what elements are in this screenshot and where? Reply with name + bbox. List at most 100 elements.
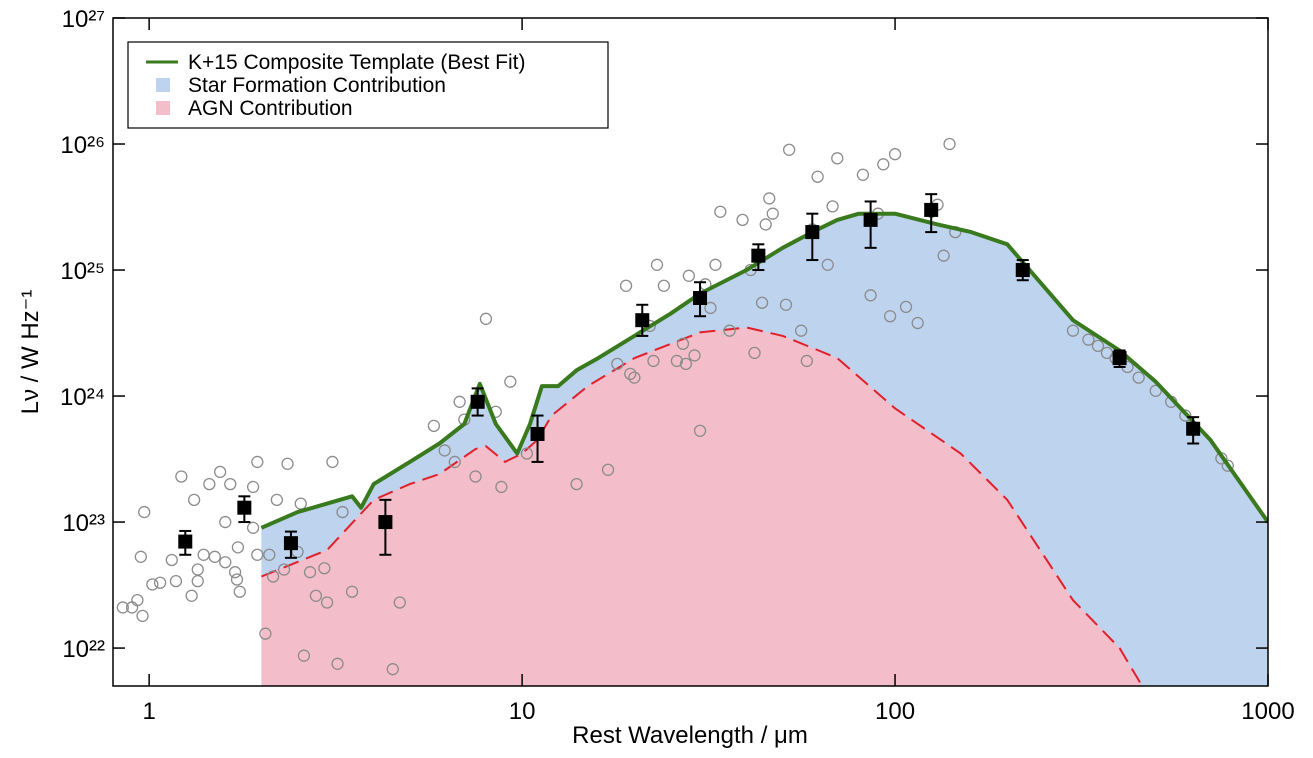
data-point bbox=[191, 574, 204, 588]
data-point bbox=[138, 505, 151, 519]
x-tick-label: 1 bbox=[142, 698, 155, 725]
data-point bbox=[688, 349, 701, 362]
x-tick-label: 100 bbox=[875, 698, 915, 725]
data-point bbox=[888, 148, 902, 161]
data-point bbox=[1132, 371, 1145, 384]
data-point bbox=[318, 562, 331, 575]
data-point bbox=[899, 300, 913, 314]
data-point bbox=[297, 649, 311, 662]
data-point bbox=[679, 357, 693, 371]
data-point bbox=[693, 424, 707, 437]
data-point bbox=[877, 158, 890, 171]
data-point bbox=[281, 457, 294, 470]
y-tick-label: 10²³ bbox=[62, 510, 105, 537]
y-tick-label: 10²⁶ bbox=[60, 132, 105, 159]
data-point bbox=[393, 596, 406, 609]
data-point bbox=[233, 585, 246, 598]
data-square bbox=[283, 536, 298, 551]
data-point bbox=[831, 152, 844, 165]
data-point bbox=[213, 465, 227, 479]
data-point bbox=[864, 289, 877, 302]
x-axis-label: Rest Wavelength / μm bbox=[572, 722, 808, 749]
data-point bbox=[326, 455, 339, 469]
data-point bbox=[714, 205, 727, 218]
data-point bbox=[320, 596, 334, 609]
agn-line bbox=[261, 326, 1144, 686]
data-point bbox=[270, 493, 284, 507]
data-square bbox=[237, 500, 252, 515]
data-point bbox=[779, 298, 793, 311]
data-point bbox=[187, 493, 201, 507]
data-point bbox=[219, 515, 232, 529]
data-square bbox=[635, 313, 650, 328]
data-point bbox=[794, 324, 808, 337]
data-point bbox=[682, 269, 696, 282]
data-square bbox=[693, 290, 708, 305]
data-point bbox=[782, 143, 796, 156]
legend-label: AGN Contribution bbox=[188, 97, 353, 120]
data-point bbox=[185, 589, 198, 602]
data-point bbox=[175, 470, 188, 483]
data-point bbox=[766, 207, 779, 220]
data-point bbox=[570, 477, 583, 491]
data-point bbox=[670, 354, 684, 368]
data-point bbox=[821, 258, 834, 271]
data-point bbox=[619, 279, 633, 292]
legend-label: K+15 Composite Template (Best Fit) bbox=[188, 51, 526, 74]
data-point bbox=[191, 563, 204, 576]
data-square bbox=[863, 212, 878, 227]
data-point bbox=[169, 574, 183, 588]
data-square bbox=[530, 426, 545, 441]
data-point bbox=[811, 170, 824, 183]
data-point bbox=[219, 556, 232, 569]
data-square bbox=[805, 225, 820, 240]
data-point bbox=[709, 258, 722, 271]
data-point bbox=[228, 566, 242, 579]
data-point bbox=[504, 375, 517, 388]
data-square bbox=[924, 202, 939, 217]
data-point bbox=[251, 455, 264, 469]
data-point bbox=[448, 455, 461, 469]
data-point bbox=[628, 371, 641, 384]
data-point bbox=[134, 550, 147, 563]
legend-swatch bbox=[156, 78, 170, 92]
data-point bbox=[800, 354, 813, 368]
data-point bbox=[438, 444, 451, 457]
legend-label: Star Formation Contribution bbox=[188, 74, 446, 97]
legend-swatch bbox=[156, 101, 170, 115]
y-axis-label: Lν / W Hz⁻¹ bbox=[17, 290, 44, 415]
data-point bbox=[1091, 339, 1105, 353]
data-point bbox=[136, 609, 149, 623]
data-point bbox=[230, 573, 244, 586]
axes: 1 10 100 1000 10²² 10²³ 10²⁴ 10²⁵ 10²⁶ 10²⁷ K+15 C… bbox=[60, 6, 1295, 725]
y-tick-label: 10²² bbox=[62, 636, 105, 663]
x-tick-label: 1000 bbox=[1241, 698, 1294, 725]
data-point bbox=[208, 550, 221, 563]
data-point bbox=[153, 576, 167, 589]
data-point bbox=[336, 505, 349, 519]
data-point bbox=[736, 213, 749, 227]
data-point bbox=[131, 594, 144, 607]
data-point bbox=[165, 553, 178, 567]
data-point bbox=[303, 566, 317, 579]
data-point bbox=[197, 548, 210, 561]
data-point bbox=[1149, 384, 1162, 397]
axes-frame bbox=[112, 17, 1269, 687]
data-point bbox=[624, 367, 637, 380]
data-point bbox=[601, 463, 615, 476]
agn-area bbox=[261, 327, 1143, 686]
data-point bbox=[224, 477, 237, 491]
y-tick-label: 10²⁴ bbox=[60, 384, 105, 411]
data-point bbox=[943, 137, 956, 151]
data-point bbox=[763, 192, 776, 205]
data-point bbox=[826, 200, 839, 213]
data-point bbox=[116, 601, 129, 614]
x-tick-label: 10 bbox=[509, 698, 536, 725]
data-point bbox=[647, 354, 660, 368]
data-point bbox=[759, 218, 772, 231]
y-tick-label: 10²⁷ bbox=[62, 6, 105, 33]
data-square bbox=[1112, 351, 1127, 366]
data-point bbox=[246, 521, 260, 534]
data-point bbox=[263, 548, 276, 561]
